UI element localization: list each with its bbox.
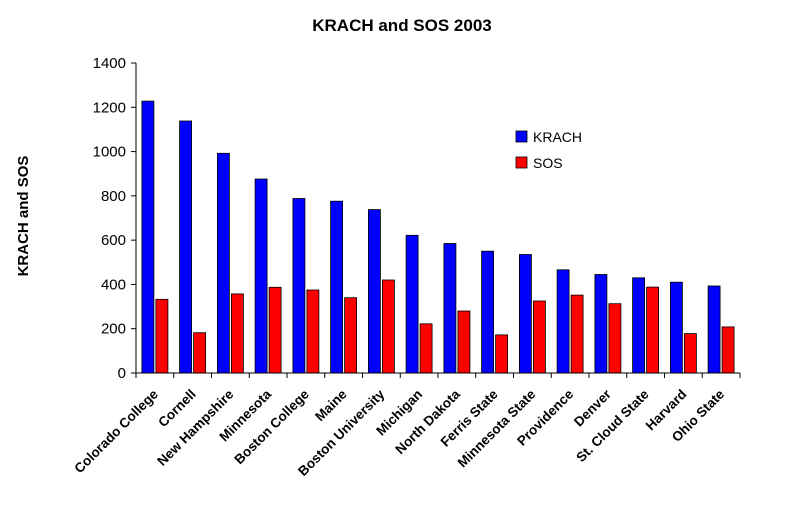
bar-krach-3 — [254, 178, 268, 374]
y-tick-label-6: 1200 — [93, 99, 126, 116]
y-tick-label-0: 0 — [118, 365, 126, 382]
legend: KRACH SOS — [515, 129, 582, 171]
bar-sos-10 — [533, 300, 546, 374]
bar-krach-1 — [179, 120, 193, 374]
bar-sos-1 — [193, 332, 207, 374]
bar-krach-15 — [707, 285, 721, 374]
y-tick-label-1: 200 — [101, 321, 126, 338]
bar-sos-4 — [306, 289, 320, 374]
bar-krach-10 — [519, 254, 532, 374]
bar-krach-7 — [405, 234, 419, 374]
legend-label-krach: KRACH — [533, 129, 582, 145]
bar-sos-14 — [684, 333, 697, 374]
bar-krach-12 — [594, 274, 608, 374]
bar-krach-11 — [556, 269, 570, 374]
bar-sos-13 — [646, 286, 659, 374]
chart-title: KRACH and SOS 2003 — [312, 16, 492, 35]
bar-krach-14 — [670, 281, 683, 374]
y-axis-label: KRACH and SOS — [15, 156, 32, 277]
x-tick-label-0: Colorado College — [71, 386, 161, 476]
legend-swatch-sos — [515, 156, 528, 169]
bar-sos-11 — [570, 294, 584, 374]
bar-sos-15 — [721, 326, 735, 374]
y-tick-label-7: 1400 — [93, 55, 126, 72]
y-tick-label-2: 400 — [101, 276, 126, 293]
bar-sos-8 — [457, 310, 471, 374]
bar-krach-13 — [632, 277, 645, 374]
y-tick-label-3: 600 — [101, 232, 126, 249]
bar-sos-3 — [268, 286, 282, 374]
y-tick-label-4: 800 — [101, 188, 126, 205]
legend-label-sos: SOS — [533, 155, 563, 171]
y-tick-label-5: 1000 — [93, 144, 126, 161]
plot-area: 0 200 400 600 800 1000 1200 1400 Colorado Colleg… — [71, 55, 741, 479]
bar-sos-9 — [495, 334, 509, 374]
bar-krach-2 — [216, 152, 230, 374]
bar-krach-6 — [367, 209, 381, 374]
bar-krach-9 — [481, 250, 495, 374]
bar-sos-7 — [419, 323, 433, 374]
bar-krach-8 — [443, 243, 457, 374]
bar-krach-4 — [292, 198, 306, 374]
bar-sos-2 — [230, 293, 244, 374]
bar-sos-0 — [155, 298, 169, 374]
legend-swatch-krach — [515, 130, 528, 143]
bar-krach-5 — [330, 200, 344, 374]
bar-krach-0 — [141, 100, 155, 374]
bar-sos-6 — [381, 279, 395, 374]
bar-sos-5 — [344, 297, 358, 374]
bar-sos-12 — [608, 303, 622, 374]
